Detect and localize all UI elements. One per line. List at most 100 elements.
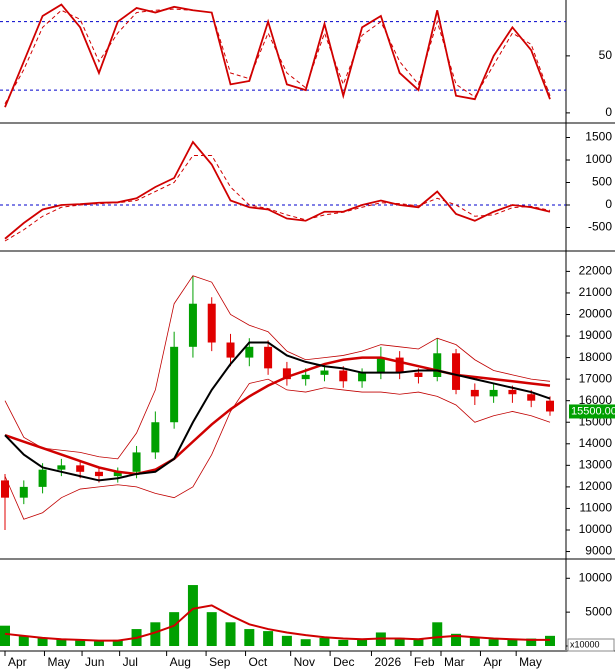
candle-body xyxy=(489,389,498,397)
y-tick-label: 0 xyxy=(605,197,612,211)
candle-body xyxy=(170,346,179,423)
volume-bar xyxy=(206,612,217,646)
candle-body xyxy=(19,486,28,498)
unit-label: x10000 xyxy=(570,639,600,649)
volume-bar xyxy=(507,639,518,646)
y-tick-label: 19000 xyxy=(579,328,613,342)
candle-body xyxy=(226,342,235,358)
y-tick-label: 50 xyxy=(599,48,613,62)
candle-body xyxy=(38,469,47,487)
candle-body xyxy=(414,372,423,377)
y-tick-label: 12000 xyxy=(579,479,613,493)
y-tick-label: 13000 xyxy=(579,458,613,472)
y-tick-label: 21000 xyxy=(579,285,613,299)
candle-body xyxy=(113,471,122,477)
series-line xyxy=(4,140,551,240)
x-tick-label: Apr xyxy=(8,655,27,669)
y-tick-label: -500 xyxy=(588,220,612,234)
volume-bar xyxy=(338,639,349,646)
candle-body xyxy=(376,357,385,373)
candle-body xyxy=(151,422,160,453)
candle-body xyxy=(245,346,254,358)
x-tick-label: Jul xyxy=(123,655,138,669)
candle-body xyxy=(339,370,348,382)
x-tick-label: Feb xyxy=(414,655,435,669)
volume-bar xyxy=(112,639,123,646)
candle-body xyxy=(320,370,329,375)
volume-bar xyxy=(18,635,29,646)
panel xyxy=(0,585,555,646)
x-tick-label: Jun xyxy=(85,655,104,669)
volume-bar xyxy=(394,637,405,646)
volume-bar xyxy=(469,637,480,646)
volume-bar xyxy=(263,631,274,646)
candle-body xyxy=(132,452,141,472)
volume-bar xyxy=(488,639,499,646)
volume-bar xyxy=(225,622,236,646)
candle-body xyxy=(508,389,517,395)
x-tick-label: Sep xyxy=(209,655,231,669)
y-tick-label: 11000 xyxy=(580,501,613,515)
y-tick-label: 500 xyxy=(592,175,612,189)
candle-body xyxy=(358,372,367,382)
last-price-label: 15500.00 xyxy=(571,405,615,417)
x-tick-label: Nov xyxy=(294,655,315,669)
y-tick-label: 14000 xyxy=(579,436,613,450)
series-line xyxy=(4,8,551,104)
y-tick-label: 18000 xyxy=(579,350,613,364)
volume-bar xyxy=(357,638,368,646)
panel xyxy=(0,3,566,108)
candle-body xyxy=(57,465,66,470)
series-line xyxy=(4,275,551,460)
candle-body xyxy=(546,400,554,412)
series-line xyxy=(4,604,550,642)
y-tick-label: 1000 xyxy=(585,152,612,166)
volume-bar xyxy=(56,639,67,646)
candle-body xyxy=(1,480,9,498)
unit-box xyxy=(567,638,615,652)
candle-body xyxy=(76,465,85,472)
y-tick-label: 0 xyxy=(605,105,612,119)
candle-body xyxy=(452,353,461,390)
y-tick-label: 5000 xyxy=(585,604,612,618)
volume-bar xyxy=(281,635,292,646)
y-tick-label: 22000 xyxy=(579,264,613,278)
volume-bar xyxy=(432,622,443,646)
volume-bar xyxy=(526,638,537,646)
x-tick-label: Dec xyxy=(333,655,354,669)
y-tick-label: 1500 xyxy=(585,130,612,144)
candle-body xyxy=(395,357,404,373)
candle-body xyxy=(207,303,216,343)
x-tick-label: Oct xyxy=(249,655,268,669)
x-tick-label: Aug xyxy=(170,655,191,669)
volume-bar xyxy=(300,639,311,646)
series-line xyxy=(4,378,551,520)
series-line xyxy=(4,155,551,242)
candle-body xyxy=(527,394,536,401)
volume-bar xyxy=(413,639,424,646)
x-tick-label: 2026 xyxy=(374,655,401,669)
volume-bar xyxy=(37,637,48,646)
x-tick-label: May xyxy=(519,655,542,669)
volume-bar xyxy=(319,637,330,646)
candle-body xyxy=(188,303,197,347)
volume-bar xyxy=(150,622,161,646)
y-tick-label: 10000 xyxy=(579,570,613,584)
volume-bar xyxy=(545,635,555,646)
panel xyxy=(1,275,554,530)
x-tick-label: Mar xyxy=(444,655,465,669)
candle-body xyxy=(282,368,291,380)
volume-bar xyxy=(0,625,10,646)
y-tick-label: 20000 xyxy=(579,307,613,321)
volume-bar xyxy=(187,585,198,646)
y-tick-label: 9000 xyxy=(585,544,612,558)
y-tick-label: 17000 xyxy=(579,371,613,385)
volume-bar xyxy=(169,612,180,646)
volume-bar xyxy=(93,641,104,646)
volume-bar xyxy=(75,640,86,646)
series-line xyxy=(4,341,551,482)
candle-body xyxy=(470,389,479,397)
panel xyxy=(0,140,566,242)
